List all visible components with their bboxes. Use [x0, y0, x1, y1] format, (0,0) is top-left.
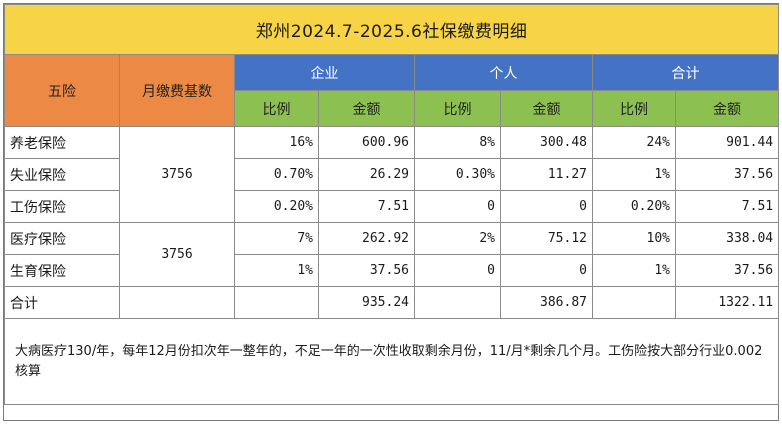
company-amount: 7.51 [318, 190, 415, 223]
footnote: 大病医疗130/年，每年12月份扣次年一整年的，不足一年的一次性收取剩余月份，1… [3, 318, 780, 405]
company-ratio: 0.70% [234, 158, 319, 191]
total-amount: 338.04 [674, 222, 780, 255]
total-ratio: 10% [592, 222, 676, 255]
company-total: 935.24 [318, 286, 415, 319]
insurance-table: 郑州2024.7-2025.6社保缴费明细 五险 月缴费基数 企业 个人 合计 … [3, 4, 780, 405]
header-total: 合计 [591, 54, 780, 91]
company-amount: 600.96 [318, 126, 415, 159]
empty-cell [119, 286, 235, 319]
empty-cell [592, 286, 676, 319]
total-amount: 7.51 [674, 190, 780, 223]
empty-cell [414, 286, 501, 319]
table-row: 失业保险 0.70% 26.29 0.30% 11.27 1% 37.56 [4, 158, 780, 191]
header-company-ratio: 比例 [234, 90, 319, 127]
table-row: 医疗保险 3756 7% 262.92 2% 75.12 10% 338.04 [4, 222, 780, 287]
personal-ratio: 0.30% [414, 158, 501, 191]
row-name: 失业保险 [4, 158, 120, 191]
total-ratio: 1% [592, 254, 676, 287]
header-company-amount: 金额 [318, 90, 415, 127]
personal-ratio: 2% [414, 222, 501, 255]
social-insurance-sheet: 郑州2024.7-2025.6社保缴费明细 五险 月缴费基数 企业 个人 合计 … [3, 3, 780, 421]
header-personal-amount: 金额 [500, 90, 593, 127]
company-amount: 26.29 [318, 158, 415, 191]
row-name: 工伤保险 [4, 190, 120, 223]
personal-amount: 0 [500, 190, 593, 223]
total-row: 合计 935.24 386.87 1322.11 [4, 286, 780, 319]
table-row: 工伤保险 0.20% 7.51 0 0 0.20% 7.51 [4, 190, 780, 223]
empty-cell [234, 286, 319, 319]
table-row: 养老保险 3756 16% 600.96 8% 300.48 24% 901.4… [4, 126, 780, 223]
total-row-label: 合计 [4, 286, 120, 319]
header-category: 五险 [4, 54, 120, 127]
row-name: 医疗保险 [4, 222, 120, 255]
total-ratio: 0.20% [592, 190, 676, 223]
total-amount: 37.56 [674, 254, 780, 287]
company-ratio: 0.20% [234, 190, 319, 223]
header-personal: 个人 [414, 54, 593, 91]
header-total-ratio: 比例 [592, 90, 676, 127]
personal-amount: 11.27 [500, 158, 593, 191]
row-name: 生育保险 [4, 254, 120, 287]
table-row: 生育保险 1% 37.56 0 0 1% 37.56 [4, 254, 780, 287]
header-base: 月缴费基数 [119, 54, 235, 127]
total-ratio: 24% [592, 126, 676, 159]
personal-total: 386.87 [500, 286, 593, 319]
total-amount: 901.44 [674, 126, 780, 159]
personal-ratio: 0 [414, 190, 501, 223]
personal-amount: 0 [500, 254, 593, 287]
total-amount: 37.56 [674, 158, 780, 191]
row-name: 养老保险 [4, 126, 120, 159]
company-amount: 262.92 [318, 222, 415, 255]
header-company: 企业 [234, 54, 415, 91]
company-ratio: 7% [234, 222, 319, 255]
base-value: 3756 [119, 126, 235, 223]
page-title: 郑州2024.7-2025.6社保缴费明细 [3, 4, 780, 55]
company-amount: 37.56 [318, 254, 415, 287]
total-ratio: 1% [592, 158, 676, 191]
company-ratio: 16% [234, 126, 319, 159]
personal-ratio: 0 [414, 254, 501, 287]
company-ratio: 1% [234, 254, 319, 287]
base-value: 3756 [119, 222, 235, 287]
header-personal-ratio: 比例 [414, 90, 501, 127]
personal-amount: 75.12 [500, 222, 593, 255]
personal-ratio: 8% [414, 126, 501, 159]
header-total-amount: 金额 [674, 90, 780, 127]
personal-amount: 300.48 [500, 126, 593, 159]
grand-total: 1322.11 [674, 286, 780, 319]
